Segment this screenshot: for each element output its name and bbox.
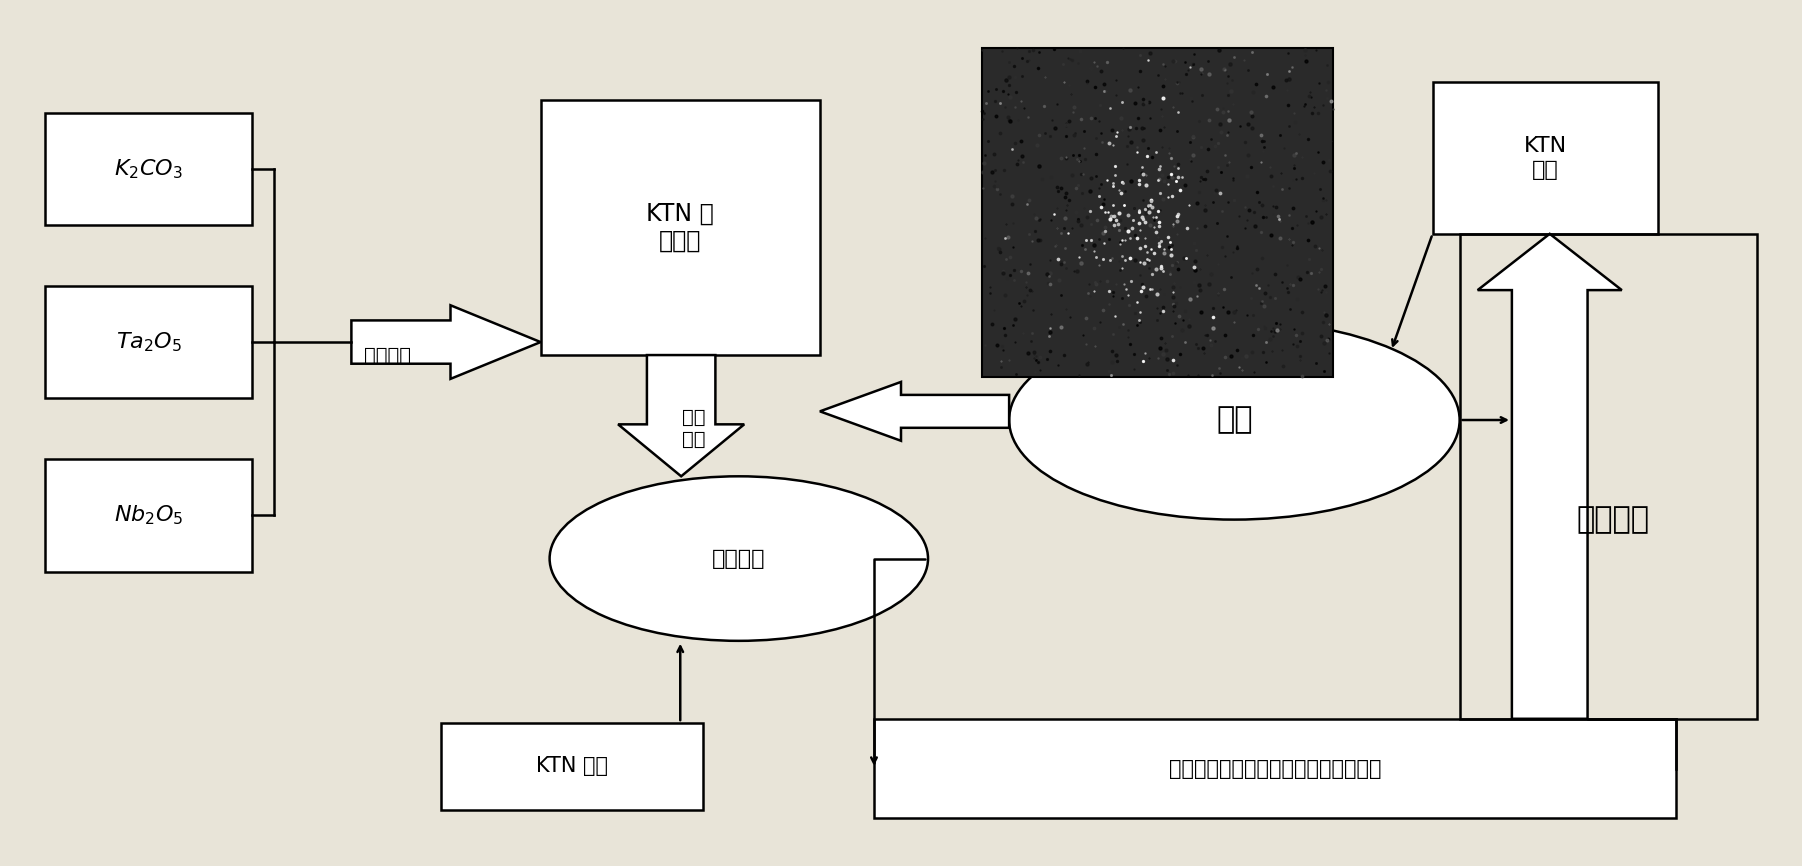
Ellipse shape — [1009, 320, 1460, 520]
Bar — [541, 100, 820, 355]
Text: $Nb_2O_5$: $Nb_2O_5$ — [114, 503, 184, 527]
Text: 下种－收颈－放肩－转等颈－等颈生长: 下种－收颈－放肩－转等颈－等颈生长 — [1169, 759, 1380, 779]
Polygon shape — [351, 306, 541, 379]
Polygon shape — [618, 355, 744, 476]
Bar — [1460, 234, 1757, 719]
Text: 剩料: 剩料 — [1216, 405, 1252, 435]
Text: 加热
熔化: 加热 熔化 — [681, 408, 706, 449]
Text: 退火降温: 退火降温 — [1577, 505, 1649, 534]
Bar — [441, 723, 703, 810]
Bar — [45, 286, 252, 398]
Text: $Ta_2O_5$: $Ta_2O_5$ — [115, 330, 182, 354]
Bar — [45, 459, 252, 572]
Text: KTN 多
晶粉料: KTN 多 晶粉料 — [647, 202, 714, 253]
Bar — [45, 113, 252, 225]
Bar — [874, 719, 1676, 818]
Polygon shape — [820, 382, 1009, 441]
Bar — [982, 48, 1333, 377]
Text: KTN 籽晶: KTN 籽晶 — [537, 756, 607, 777]
Bar — [1433, 82, 1658, 234]
Ellipse shape — [550, 476, 928, 641]
Polygon shape — [1478, 234, 1622, 719]
Text: KTN
单晶: KTN 单晶 — [1524, 137, 1566, 179]
Text: $K_2CO_3$: $K_2CO_3$ — [114, 157, 184, 181]
Text: 固相反应: 固相反应 — [364, 346, 411, 365]
Text: 高温熔体: 高温熔体 — [712, 548, 766, 569]
